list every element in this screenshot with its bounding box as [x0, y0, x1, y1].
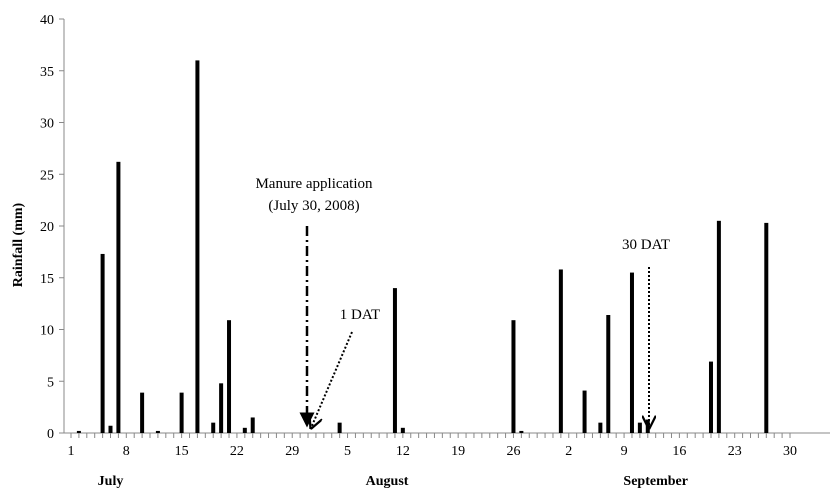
- month-label: September: [623, 474, 688, 489]
- rainfall-bar: [155, 430, 160, 433]
- rainfall-bar: [598, 422, 603, 433]
- month-label: July: [98, 474, 124, 489]
- rainfall-bar: [211, 422, 216, 433]
- y-tick-label: 25: [40, 168, 54, 183]
- y-axis-title: Rainfall (mm): [11, 202, 26, 287]
- month-label: August: [366, 474, 409, 489]
- y-axis: 0 5 10 15 20 25 30 35 40: [40, 13, 65, 442]
- annotation-text: 30 DAT: [622, 237, 670, 253]
- annotation-text: (July 30, 2008): [268, 198, 359, 214]
- dat1-arrow: [311, 331, 353, 428]
- rainfall-bar: [400, 427, 405, 433]
- x-tick-label: 23: [728, 444, 742, 459]
- rainfall-bar: [558, 269, 563, 433]
- rainfall-bar: [637, 422, 642, 433]
- rainfall-bar: [116, 161, 121, 433]
- y-tick-label: 5: [47, 375, 54, 390]
- y-tick-label: 15: [40, 272, 54, 287]
- rainfall-bar: [511, 320, 516, 433]
- y-tick-label: 0: [47, 427, 54, 442]
- y-tick-label: 20: [40, 220, 54, 235]
- rainfall-bar: [606, 315, 611, 433]
- rainfall-bar: [76, 430, 81, 433]
- x-tick-label: 19: [451, 444, 465, 459]
- x-tick-label: 8: [123, 444, 130, 459]
- annotation-text: Manure application: [255, 176, 373, 192]
- x-tick-label: 9: [621, 444, 628, 459]
- rainfall-bar: [337, 422, 342, 433]
- rainfall-bar: [764, 222, 769, 433]
- x-tick-label: 2: [565, 444, 572, 459]
- y-tick-label: 35: [40, 65, 54, 80]
- x-tick-label: 15: [175, 444, 189, 459]
- y-tick-label: 10: [40, 324, 54, 339]
- x-tick-label: 1: [68, 444, 75, 459]
- rainfall-bar: [250, 417, 255, 433]
- rainfall-bar: [629, 272, 634, 433]
- x-tick-label: 22: [230, 444, 244, 459]
- bar-series: [76, 60, 769, 434]
- rainfall-bar: [242, 427, 247, 433]
- x-tick-label: 16: [672, 444, 686, 459]
- x-tick-label: 12: [396, 444, 410, 459]
- annotations: Manure application (July 30, 2008) 1 DAT 30…: [255, 176, 670, 428]
- x-tick-label: 26: [506, 444, 520, 459]
- rainfall-bar: [716, 220, 721, 433]
- rainfall-bar: [140, 392, 145, 433]
- rainfall-bar: [708, 361, 713, 433]
- rainfall-bar: [100, 253, 105, 433]
- rainfall-bar: [219, 383, 224, 433]
- annotation-text: 1 DAT: [340, 307, 380, 323]
- rainfall-bar: [645, 419, 650, 433]
- rainfall-bar: [227, 320, 232, 433]
- rainfall-bar: [519, 430, 524, 433]
- x-tick-label: 30: [783, 444, 797, 459]
- x-tick-label: 29: [285, 444, 299, 459]
- y-tick-label: 40: [40, 13, 54, 28]
- rainfall-bar: [392, 288, 397, 433]
- rainfall-bar: [108, 425, 113, 433]
- rainfall-bar: [195, 60, 200, 434]
- rainfall-bar: [179, 392, 184, 433]
- rainfall-bar: [582, 390, 587, 433]
- x-tick-label: 5: [344, 444, 351, 459]
- y-tick-label: 30: [40, 117, 54, 132]
